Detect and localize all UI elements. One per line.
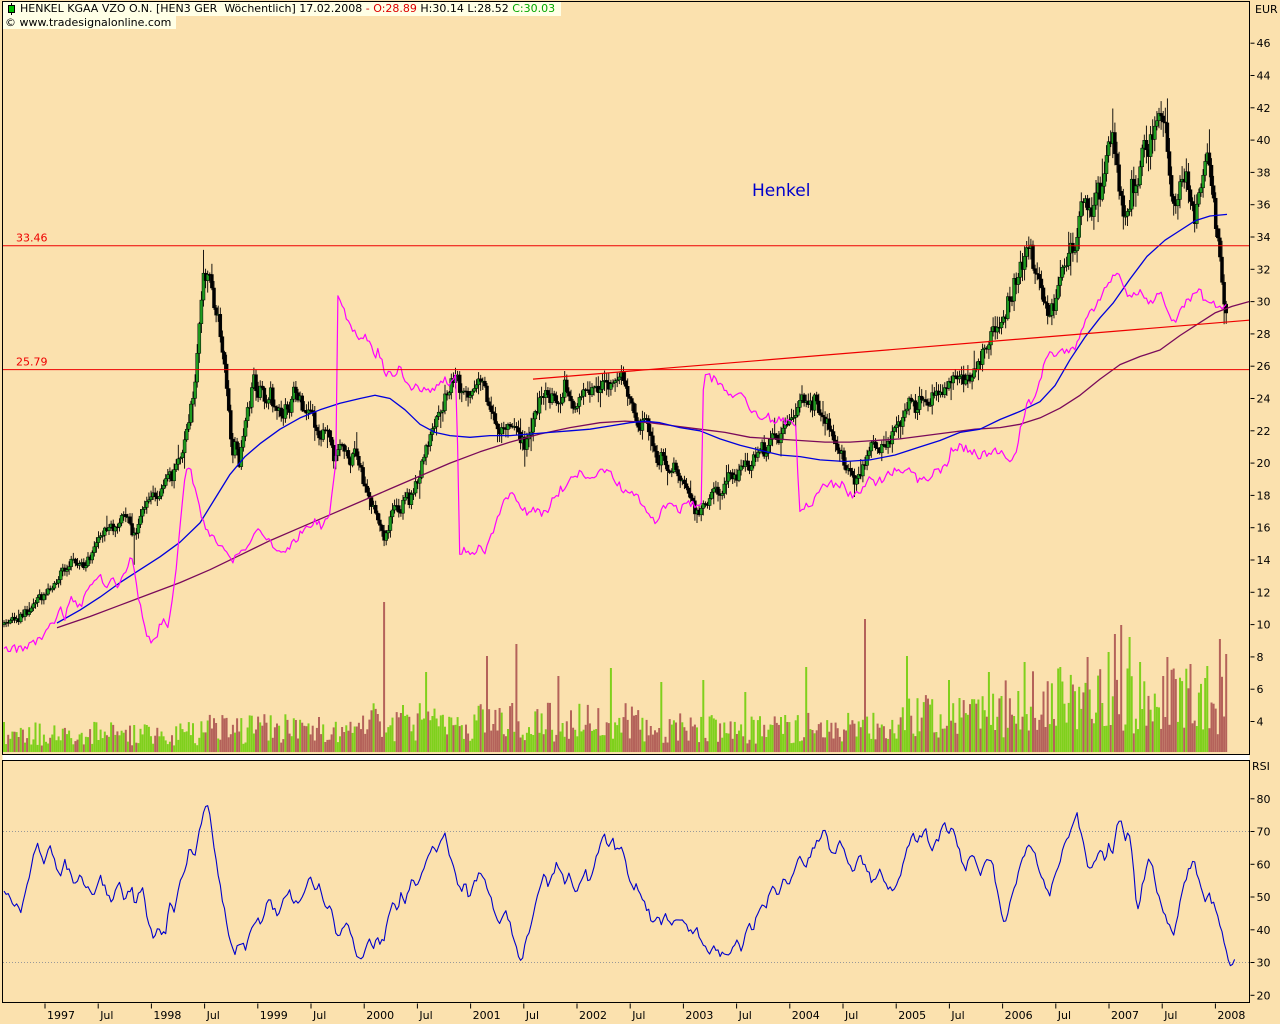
svg-text:70: 70 xyxy=(1257,826,1271,839)
svg-text:RSI: RSI xyxy=(1252,760,1270,773)
series-label: Henkel xyxy=(752,181,811,201)
svg-text:2001: 2001 xyxy=(473,1009,501,1022)
svg-text:EUR: EUR xyxy=(1255,3,1278,16)
svg-text:2003: 2003 xyxy=(685,1009,713,1022)
copyright-label: © www.tradesignalonline.com xyxy=(3,16,177,29)
svg-text:40: 40 xyxy=(1257,924,1271,937)
svg-text:Jul: Jul xyxy=(418,1009,432,1022)
svg-text:60: 60 xyxy=(1257,858,1271,871)
svg-text:80: 80 xyxy=(1257,793,1271,806)
svg-text:16: 16 xyxy=(1257,522,1271,535)
svg-text:12: 12 xyxy=(1257,586,1271,599)
svg-text:44: 44 xyxy=(1257,70,1271,83)
svg-text:40: 40 xyxy=(1257,134,1271,147)
svg-text:1997: 1997 xyxy=(47,1009,75,1022)
open-value: - O:28.89 xyxy=(365,2,417,15)
svg-text:2004: 2004 xyxy=(792,1009,820,1022)
svg-text:34: 34 xyxy=(1257,231,1271,244)
svg-text:30: 30 xyxy=(1257,957,1271,970)
svg-text:30: 30 xyxy=(1257,296,1271,309)
svg-text:2000: 2000 xyxy=(366,1009,394,1022)
svg-text:20: 20 xyxy=(1257,989,1271,1002)
svg-text:46: 46 xyxy=(1257,37,1271,50)
svg-text:Jul: Jul xyxy=(738,1009,752,1022)
svg-text:22: 22 xyxy=(1257,425,1271,438)
svg-text:Jul: Jul xyxy=(99,1009,113,1022)
high-low-values: H:30.14 L:28.52 xyxy=(416,2,513,15)
svg-text:10: 10 xyxy=(1257,619,1271,632)
svg-text:4: 4 xyxy=(1257,716,1264,729)
svg-text:6: 6 xyxy=(1257,683,1264,696)
svg-text:Jul: Jul xyxy=(844,1009,858,1022)
svg-text:20: 20 xyxy=(1257,457,1271,470)
svg-text:1999: 1999 xyxy=(260,1009,288,1022)
title-bar: HENKEL KGAA VZO O.N. [HEN3 GER Wöchentli… xyxy=(3,2,562,16)
svg-text:Jul: Jul xyxy=(1163,1009,1177,1022)
svg-text:8: 8 xyxy=(1257,651,1264,664)
svg-text:38: 38 xyxy=(1257,166,1271,179)
svg-text:Jul: Jul xyxy=(206,1009,220,1022)
close-value: C:30.03 xyxy=(512,2,556,15)
svg-text:25.79: 25.79 xyxy=(16,356,48,369)
svg-text:Jul: Jul xyxy=(525,1009,539,1022)
svg-text:1998: 1998 xyxy=(153,1009,181,1022)
svg-text:Jul: Jul xyxy=(1057,1009,1071,1022)
svg-text:36: 36 xyxy=(1257,199,1271,212)
svg-text:24: 24 xyxy=(1257,393,1271,406)
svg-text:32: 32 xyxy=(1257,263,1271,276)
instrument-title: HENKEL KGAA VZO O.N. [HEN3 GER Wöchentli… xyxy=(20,2,366,15)
svg-text:42: 42 xyxy=(1257,102,1271,115)
svg-text:Jul: Jul xyxy=(950,1009,964,1022)
svg-text:33.46: 33.46 xyxy=(16,232,48,245)
svg-text:2007: 2007 xyxy=(1111,1009,1139,1022)
svg-text:Jul: Jul xyxy=(631,1009,645,1022)
svg-text:14: 14 xyxy=(1257,554,1271,567)
svg-text:2008: 2008 xyxy=(1217,1009,1245,1022)
svg-text:Jul: Jul xyxy=(312,1009,326,1022)
svg-text:18: 18 xyxy=(1257,489,1271,502)
svg-text:26: 26 xyxy=(1257,360,1271,373)
svg-text:28: 28 xyxy=(1257,328,1271,341)
svg-text:50: 50 xyxy=(1257,891,1271,904)
svg-text:2002: 2002 xyxy=(579,1009,607,1022)
svg-text:2006: 2006 xyxy=(1005,1009,1033,1022)
candlestick-icon xyxy=(7,3,16,15)
svg-text:2005: 2005 xyxy=(898,1009,926,1022)
